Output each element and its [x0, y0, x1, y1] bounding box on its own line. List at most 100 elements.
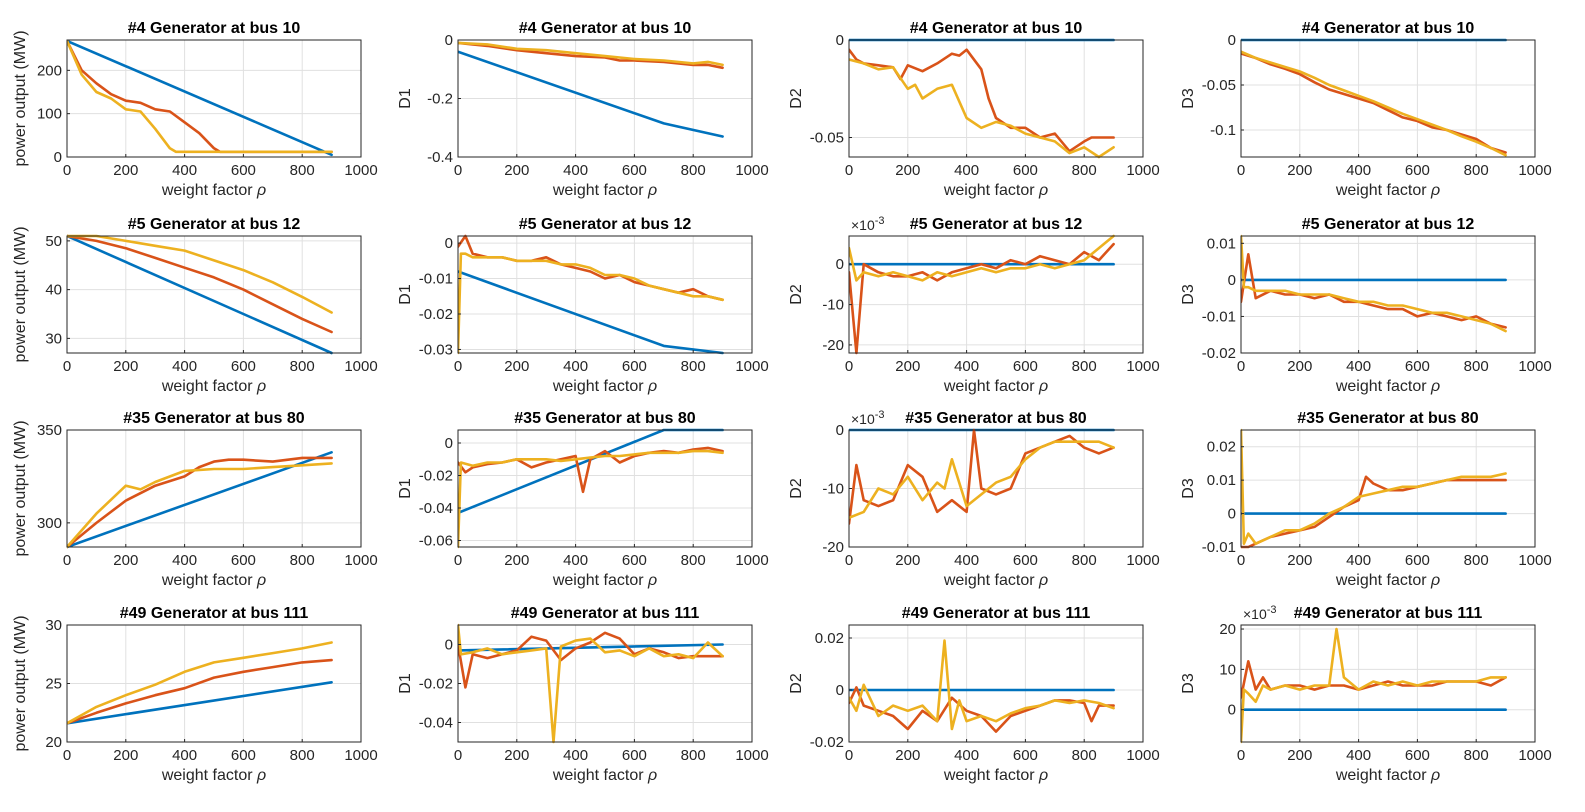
x-tick-label: 600 [231, 552, 256, 569]
x-tick-label: 0 [1237, 358, 1245, 375]
x-axis-label: weight factor ρ [1335, 378, 1440, 395]
series-line-orange [849, 48, 1115, 153]
series-line-yellow [849, 639, 1115, 731]
x-tick-label: 1000 [344, 747, 377, 764]
x-tick-label: 200 [504, 162, 529, 179]
y-tick-label: 0.02 [815, 630, 844, 647]
x-tick-label: 400 [1346, 358, 1371, 375]
subplot-title: #5 Generator at bus 12 [519, 216, 692, 233]
y-tick-label: -0.01 [1202, 308, 1236, 325]
x-tick-label: 1000 [1518, 358, 1551, 375]
y-tick-label: -0.06 [419, 533, 453, 550]
y-axis-label: D3 [1180, 673, 1197, 694]
subplot-7: 0 200 400 600 800 1000 -0.02 -0.01 0 0.01 #5 Gener… [1180, 216, 1552, 395]
y-tick-label: -0.03 [419, 341, 453, 358]
x-tick-label: 400 [954, 747, 979, 764]
x-tick-label: 600 [1013, 358, 1038, 375]
subplot-10: 0 200 400 600 800 1000 -20 -10 0 #35 Generator at… [788, 409, 1160, 589]
x-tick-label: 1000 [735, 552, 768, 569]
series-line-orange [458, 631, 724, 689]
series-line-orange [1241, 475, 1507, 549]
series-line-blue [67, 680, 333, 725]
series-line-yellow [458, 252, 724, 355]
x-tick-label: 600 [622, 358, 647, 375]
y-axis-label: D3 [1180, 478, 1197, 499]
x-tick-label: 0 [1237, 747, 1245, 764]
x-tick-label: 200 [504, 358, 529, 375]
y-tick-label: 350 [37, 422, 62, 439]
y-tick-label: 30 [45, 617, 62, 634]
subplot-title: #4 Generator at bus 10 [128, 20, 301, 37]
series-line-yellow [849, 58, 1115, 159]
series-line-orange [1241, 659, 1507, 699]
y-tick-label: 20 [45, 734, 62, 751]
y-tick-label: 0.01 [1207, 235, 1236, 252]
y-tick-label: -10 [822, 481, 844, 498]
axes-frame [1240, 429, 1536, 548]
x-tick-label: 200 [895, 747, 920, 764]
x-tick-label: 200 [1287, 552, 1312, 569]
x-tick-label: 0 [454, 162, 462, 179]
x-axis-label: weight factor ρ [161, 767, 266, 784]
subplot-title: #35 Generator at bus 80 [905, 410, 1087, 427]
series-line-orange [67, 234, 333, 334]
x-axis-label: weight factor ρ [1335, 182, 1440, 199]
subplot-12: 0 200 400 600 800 1000 20 25 30 #49 Generator at … [12, 605, 378, 784]
y-tick-label: 0 [836, 256, 844, 273]
y-tick-label: 0 [445, 32, 453, 49]
x-tick-label: 1000 [1126, 358, 1159, 375]
x-tick-label: 0 [845, 552, 853, 569]
x-tick-label: 1000 [344, 358, 377, 375]
x-tick-label: 600 [622, 552, 647, 569]
x-tick-label: 800 [290, 552, 315, 569]
axes-frame [1240, 235, 1536, 354]
x-tick-label: 800 [1464, 358, 1489, 375]
x-tick-label: 600 [1405, 747, 1430, 764]
series-line-blue [458, 50, 724, 138]
x-tick-label: 600 [231, 358, 256, 375]
axes-frame [848, 624, 1144, 743]
x-tick-label: 400 [1346, 552, 1371, 569]
x-tick-label: 800 [1464, 552, 1489, 569]
y-axis-exponent: ×10-3 [851, 215, 885, 233]
series-line-orange [1241, 52, 1507, 154]
series-line-yellow [67, 39, 333, 154]
series-line-yellow [458, 449, 724, 549]
y-tick-label: 0 [445, 637, 453, 654]
x-tick-label: 0 [454, 747, 462, 764]
y-axis-label: D1 [397, 88, 414, 109]
x-axis-label: weight factor ρ [552, 182, 657, 199]
y-tick-label: -20 [822, 337, 844, 354]
x-tick-label: 200 [504, 552, 529, 569]
x-tick-label: 400 [1346, 747, 1371, 764]
subplot-title: #5 Generator at bus 12 [1302, 216, 1475, 233]
x-tick-label: 200 [1287, 747, 1312, 764]
y-tick-label: 25 [45, 676, 62, 693]
subplot-1: 0 200 400 600 800 1000 -0.4 -0.2 0 #4 Generator a… [397, 20, 769, 199]
series-line-yellow [458, 41, 724, 67]
x-tick-label: 400 [563, 552, 588, 569]
x-tick-label: 600 [622, 162, 647, 179]
subplot-8: 0 200 400 600 800 1000 300 350 #35 Generator at … [12, 410, 378, 589]
x-tick-label: 600 [1405, 162, 1430, 179]
x-axis-label: weight factor ρ [552, 572, 657, 589]
x-tick-label: 800 [681, 747, 706, 764]
series-line-yellow [1241, 50, 1507, 157]
axes-frame [1240, 624, 1536, 743]
y-tick-label: -0.2 [427, 91, 453, 108]
subplot-title: #49 Generator at bus 111 [511, 605, 700, 622]
subplot-15: 0 200 400 600 800 1000 0 10 20 #49 Generator at b… [1180, 604, 1552, 784]
x-axis-label: weight factor ρ [943, 378, 1048, 395]
x-tick-label: 600 [231, 162, 256, 179]
x-tick-label: 200 [895, 162, 920, 179]
series-line-blue [67, 450, 333, 549]
x-axis-label: weight factor ρ [552, 378, 657, 395]
series-line-yellow [1241, 428, 1507, 546]
y-tick-label: 0 [836, 682, 844, 699]
series-line-yellow [1241, 627, 1507, 744]
series-line-yellow [458, 623, 724, 744]
x-tick-label: 200 [1287, 162, 1312, 179]
y-tick-label: -0.4 [427, 149, 453, 166]
y-tick-label: 0 [836, 422, 844, 439]
